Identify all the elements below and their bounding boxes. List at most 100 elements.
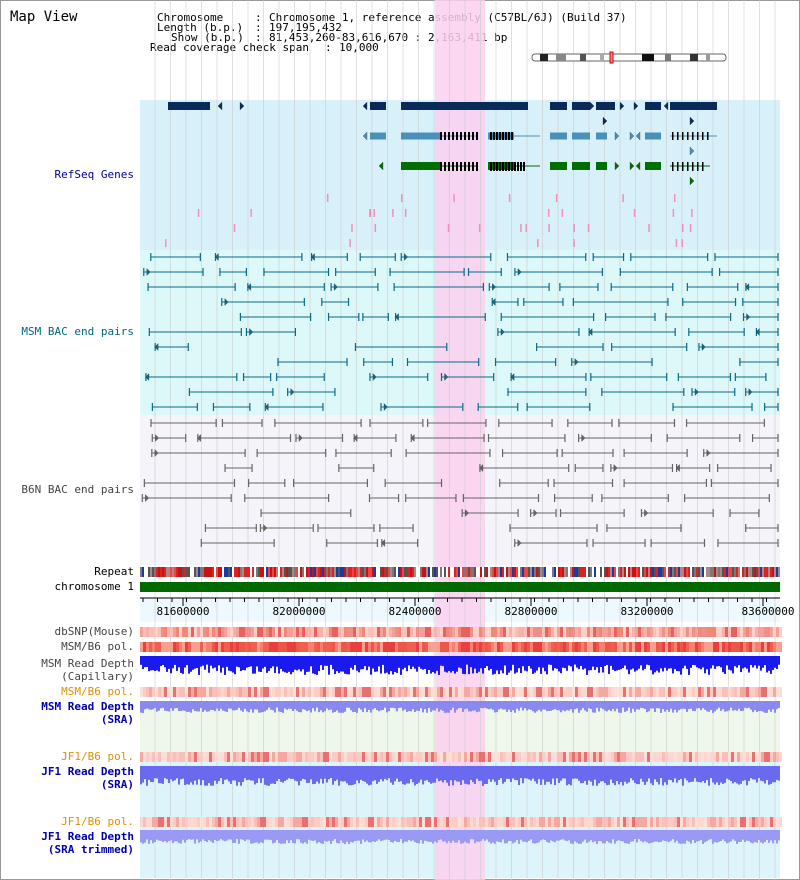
depth-bar (160, 830, 162, 841)
track-label-jf1-read-depth-trimmed[interactable]: JF1 Read Depth (41, 830, 134, 843)
depth-bar (378, 701, 380, 712)
depth-bar (352, 701, 354, 713)
depth-bar (204, 766, 206, 786)
depth-bar (300, 701, 302, 713)
depth-bar (656, 656, 658, 671)
track-label-jf1-b6-pol-2[interactable]: JF1/B6 pol. (61, 815, 134, 828)
track-label-msm-read-depth-sra[interactable]: MSM Read Depth (41, 700, 134, 713)
track-label-repeat[interactable]: Repeat (94, 565, 134, 578)
depth-bar (334, 830, 336, 840)
repeat-block (150, 567, 152, 577)
depth-bar (646, 656, 648, 665)
depth-bar (608, 766, 610, 785)
track-label-b6n-bac[interactable]: B6N BAC end pairs (21, 483, 134, 496)
repeat-block (176, 567, 178, 577)
heat-cell (284, 687, 287, 697)
depth-bar (244, 830, 246, 842)
heat-cell (461, 642, 464, 652)
track-label-msm-read-depth-capillary[interactable]: MSM Read Depth (41, 657, 134, 670)
heat-cell (707, 627, 710, 637)
depth-bar (188, 830, 190, 840)
track-label-msm-b6-pol[interactable]: MSM/B6 pol. (61, 640, 134, 653)
depth-bar (314, 701, 316, 712)
heat-cell (548, 642, 551, 652)
track-label-msm-b6-pol-2[interactable]: MSM/B6 pol. (61, 685, 134, 698)
heat-cell (608, 687, 611, 697)
depth-bar (220, 701, 222, 709)
depth-bar (354, 701, 356, 712)
heat-cell (185, 817, 188, 827)
track-label-refseq[interactable]: RefSeq Genes (54, 168, 134, 181)
repeat-block (568, 567, 570, 577)
strand-arrow-icon (614, 131, 620, 141)
colon: : (255, 11, 262, 24)
repeat-block (306, 567, 308, 577)
repeat-block (672, 567, 674, 577)
heat-cell (140, 687, 143, 697)
heat-cell (311, 642, 314, 652)
depth-bar (180, 830, 182, 844)
depth-bar (178, 701, 180, 712)
heat-cell (755, 627, 758, 637)
depth-bar (262, 830, 264, 844)
depth-bar (354, 830, 356, 842)
strand-arrow-icon (689, 116, 695, 126)
heat-cell (683, 752, 686, 762)
depth-bar (432, 701, 434, 711)
depth-bar (190, 656, 192, 672)
depth-bar (192, 766, 194, 785)
depth-bar (494, 830, 496, 844)
repeat-block (308, 567, 310, 577)
depth-bar (212, 656, 214, 669)
depth-bar (744, 701, 746, 708)
track-label-jf1-read-depth-sra[interactable]: JF1 Read Depth (41, 765, 134, 778)
heat-cell (224, 627, 227, 637)
heat-cell (611, 627, 614, 637)
depth-bar (432, 656, 434, 673)
depth-bar (246, 656, 248, 668)
repeat-block (536, 567, 538, 577)
heat-cell (473, 752, 476, 762)
depth-bar (252, 701, 254, 713)
track-label-chromosome: chromosome 1 (54, 580, 134, 593)
heat-cell (704, 642, 707, 652)
heat-cell (296, 627, 299, 637)
depth-bar (414, 766, 416, 786)
heat-cell (407, 687, 410, 697)
repeat-block (520, 567, 522, 577)
heat-cell (326, 627, 329, 637)
repeat-block (294, 567, 296, 577)
gene-exon-dark (493, 162, 495, 171)
strand-arrow-icon (353, 434, 358, 442)
depth-bar (490, 701, 492, 709)
heat-cell (611, 687, 614, 697)
heat-cell (338, 817, 341, 827)
track-label-dbsnp[interactable]: dbSNP(Mouse) (54, 625, 134, 638)
track-label-jf1-b6-pol[interactable]: JF1/B6 pol. (61, 750, 134, 763)
heat-cell (572, 642, 575, 652)
depth-bar (488, 830, 490, 842)
depth-bar (498, 656, 500, 675)
heat-cell (308, 642, 311, 652)
heat-cell (314, 627, 317, 637)
heat-cell (650, 642, 653, 652)
depth-bar (476, 656, 478, 674)
depth-bar (758, 656, 760, 666)
strand-arrow-icon (492, 283, 497, 291)
heat-cell (680, 817, 683, 827)
heat-cell (413, 627, 416, 637)
heat-cell (182, 687, 185, 697)
heat-cell (152, 817, 155, 827)
depth-bar (198, 830, 200, 843)
track-label-msm-bac[interactable]: MSM BAC end pairs (21, 325, 134, 338)
depth-bar (588, 766, 590, 781)
depth-bar (544, 656, 546, 672)
depth-bar (302, 656, 304, 670)
heat-cell (386, 687, 389, 697)
heat-cell (563, 687, 566, 697)
heat-cell (320, 817, 323, 827)
repeat-block (652, 567, 654, 577)
heat-cell (389, 687, 392, 697)
depth-bar (236, 701, 238, 710)
